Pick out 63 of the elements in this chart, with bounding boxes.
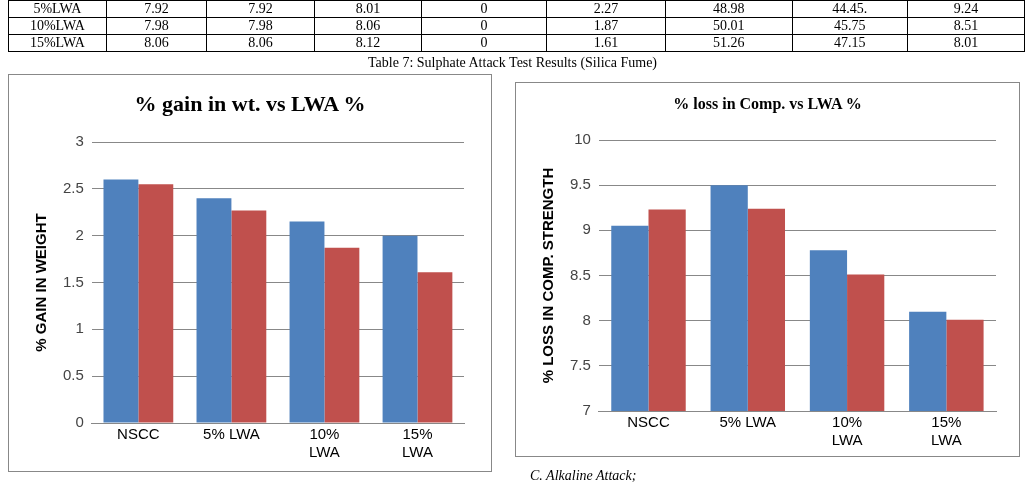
y-tick-label: 10: [574, 130, 591, 148]
y-tick-label: 0.5: [62, 366, 84, 384]
x-tick-label: 10% LWA: [309, 425, 340, 461]
y-tick-label: 1.5: [62, 272, 84, 290]
y-tick-label: 7.5: [569, 355, 591, 373]
x-tick-label: NSCC: [627, 413, 670, 431]
text: 7.98: [106, 17, 207, 35]
y-tick-label: 2.5: [62, 178, 84, 196]
text: 45.75: [792, 17, 908, 35]
text: 8.06: [206, 34, 315, 52]
x-tick-label: 15% LWA: [930, 413, 962, 449]
x-tick-label: 5% LWA: [203, 425, 260, 443]
text: 7.92: [106, 0, 207, 18]
text: C. Alkaline Attack;: [530, 468, 637, 482]
x-tick-label: 10% LWA: [831, 413, 863, 449]
bar: [382, 235, 418, 423]
text: 10%LWA: [8, 17, 107, 35]
text: 8.12: [314, 34, 422, 52]
y-tick-label: 8.5: [569, 265, 591, 283]
text: 8.51: [907, 17, 1025, 35]
bar: [196, 198, 232, 423]
y-tick-label: 8: [582, 310, 591, 328]
y-axis-title: % LOSS IN COMP. STRENGTH: [539, 167, 557, 384]
bar: [103, 179, 139, 423]
text: 7.98: [206, 17, 315, 35]
x-tick-label: 5% LWA: [719, 413, 777, 431]
y-tick-label: 9.5: [569, 175, 591, 193]
y-tick-label: 0: [75, 413, 84, 431]
text: 1.87: [546, 17, 666, 35]
text: 8.01: [314, 0, 422, 18]
y-tick-label: 3: [75, 132, 84, 150]
y-tick-label: 7: [582, 401, 591, 419]
text: 15%LWA: [8, 34, 107, 52]
text: 50.01: [665, 17, 793, 35]
text: 8.01: [907, 34, 1025, 52]
text: 0: [421, 17, 547, 35]
text: 8.06: [314, 17, 422, 35]
text: 5%LWA: [8, 0, 107, 18]
text: 0: [421, 0, 547, 18]
text: 0: [421, 34, 547, 52]
text: 1.61: [546, 34, 666, 52]
chart-title: % gain in wt. vs LWA %: [133, 91, 367, 117]
text: 2.27: [546, 0, 666, 18]
y-axis-title: % GAIN IN WEIGHT: [32, 213, 50, 352]
bar: [289, 221, 325, 423]
text: 44.45.: [792, 0, 908, 18]
y-tick-label: 9: [582, 220, 591, 238]
bar: [417, 272, 453, 423]
text: 51.26: [665, 34, 793, 52]
chart-title: % loss in Comp. vs LWA %: [672, 95, 863, 113]
bar: [231, 210, 267, 423]
x-tick-label: NSCC: [117, 425, 160, 443]
text: 48.98: [665, 0, 793, 18]
text: 9.24: [907, 0, 1025, 18]
y-tick-label: 1: [75, 319, 84, 337]
x-tick-label: 15% LWA: [402, 425, 433, 461]
y-tick-label: 2: [75, 225, 84, 243]
text: 7.92: [206, 0, 315, 18]
text: Table 7: Sulphate Attack Test Results (Silica Fume): [367, 55, 658, 71]
text: 47.15: [792, 34, 908, 52]
bar: [324, 247, 360, 423]
text: 8.06: [106, 34, 207, 52]
bar: [138, 184, 174, 423]
